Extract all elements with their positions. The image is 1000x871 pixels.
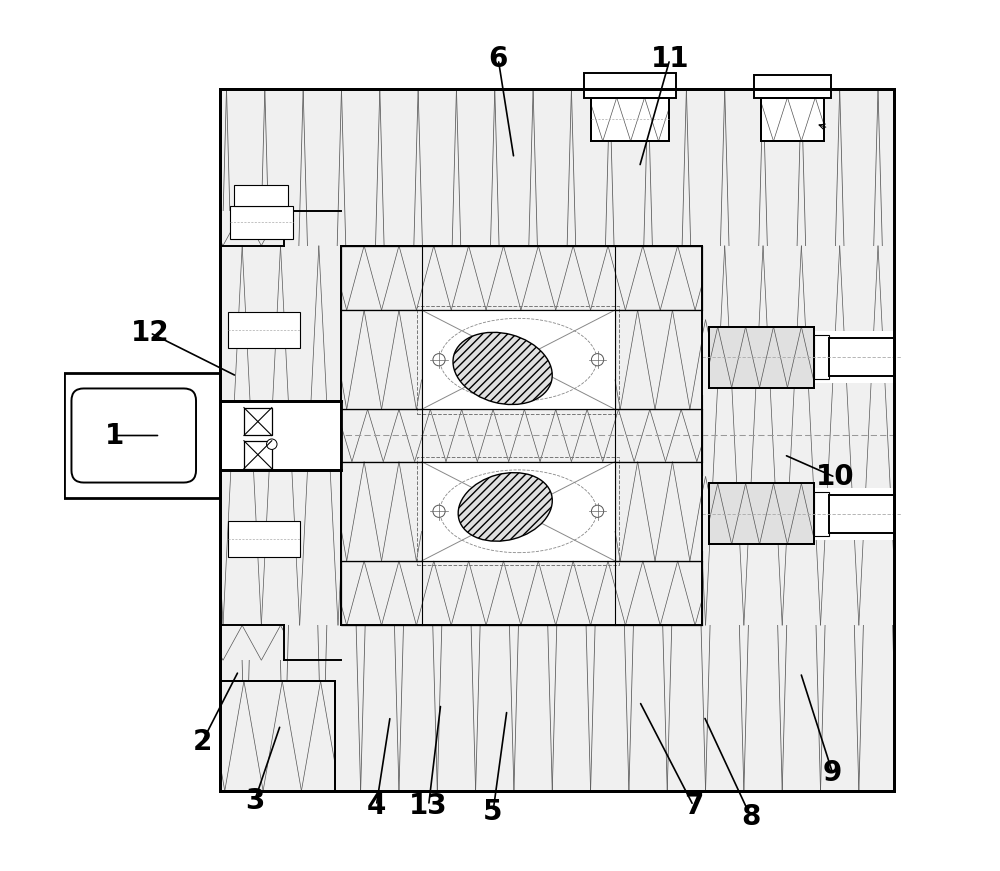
Bar — [829, 338, 895, 376]
Bar — [341, 246, 702, 625]
Text: 3: 3 — [245, 787, 264, 815]
Bar — [230, 206, 293, 239]
Bar — [829, 495, 895, 533]
Circle shape — [591, 505, 604, 517]
Bar — [702, 320, 709, 395]
Text: 12: 12 — [131, 319, 169, 347]
Bar — [244, 441, 272, 469]
Bar — [220, 401, 341, 470]
Bar — [702, 246, 894, 625]
Bar — [591, 98, 669, 141]
Circle shape — [267, 439, 277, 449]
Bar — [615, 462, 702, 561]
Text: 11: 11 — [651, 45, 689, 73]
Bar — [709, 327, 814, 388]
Bar — [341, 462, 422, 561]
Bar — [709, 483, 814, 544]
Bar — [220, 89, 894, 791]
Bar — [615, 310, 702, 409]
Bar — [220, 681, 335, 791]
Circle shape — [591, 354, 604, 366]
Bar — [417, 457, 619, 565]
Text: 6: 6 — [489, 45, 508, 73]
Bar — [341, 561, 702, 625]
Bar — [64, 401, 341, 470]
Bar — [761, 98, 824, 141]
FancyBboxPatch shape — [85, 404, 146, 467]
Bar — [422, 462, 615, 561]
Bar — [709, 327, 814, 388]
Bar — [417, 306, 619, 414]
Bar — [341, 409, 702, 462]
Bar — [341, 409, 702, 462]
Bar — [341, 246, 702, 310]
Bar — [234, 185, 288, 206]
Bar — [244, 408, 272, 436]
Bar — [220, 89, 894, 791]
Bar — [754, 75, 831, 98]
Bar — [814, 335, 829, 379]
Text: 13: 13 — [409, 792, 448, 820]
Bar — [341, 561, 702, 625]
Bar — [761, 98, 824, 141]
Bar — [220, 681, 335, 791]
Ellipse shape — [453, 333, 552, 404]
Bar — [341, 310, 422, 409]
Bar — [702, 331, 902, 383]
Text: 1: 1 — [105, 422, 124, 449]
Bar — [220, 211, 284, 246]
Bar — [591, 98, 669, 141]
Text: 7: 7 — [684, 792, 703, 820]
Bar — [220, 625, 284, 660]
Circle shape — [433, 505, 445, 517]
Text: 10: 10 — [816, 463, 855, 491]
Bar — [341, 246, 702, 310]
Bar — [584, 73, 676, 98]
Bar — [228, 312, 300, 348]
Text: 2: 2 — [192, 728, 212, 756]
Bar — [709, 483, 814, 544]
FancyBboxPatch shape — [71, 388, 196, 483]
Text: 4: 4 — [367, 792, 386, 820]
Bar — [220, 246, 341, 625]
Bar — [702, 488, 902, 540]
Bar — [64, 373, 220, 498]
Bar — [228, 521, 300, 557]
Bar — [220, 89, 894, 791]
Text: 5: 5 — [483, 798, 503, 826]
Text: 8: 8 — [741, 803, 761, 831]
Ellipse shape — [458, 473, 552, 541]
Text: 9: 9 — [823, 760, 842, 787]
Bar — [341, 246, 702, 625]
Bar — [422, 310, 615, 409]
Bar — [814, 492, 829, 536]
Bar — [702, 476, 709, 551]
Circle shape — [433, 354, 445, 366]
